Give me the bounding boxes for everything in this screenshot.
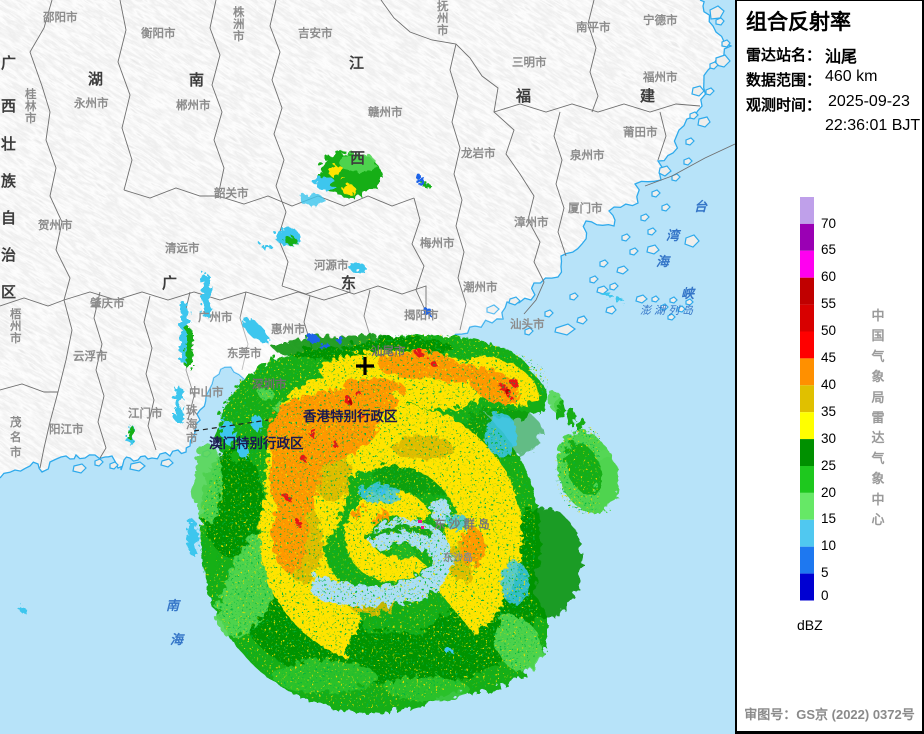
svg-text:漳州市: 漳州市	[514, 215, 549, 229]
svg-text:市: 市	[437, 23, 449, 37]
svg-text:市: 市	[25, 111, 37, 125]
svg-text:抚: 抚	[437, 0, 449, 13]
svg-text:江门市: 江门市	[128, 406, 163, 420]
svg-text:林: 林	[25, 99, 37, 113]
svg-text:惠州市: 惠州市	[271, 322, 306, 336]
svg-text:郴州市: 郴州市	[176, 98, 211, 112]
svg-text:海: 海	[186, 417, 198, 431]
svg-text:族: 族	[1, 172, 17, 190]
svg-text:东莞市: 东莞市	[227, 346, 262, 360]
svg-text:市: 市	[10, 445, 22, 459]
svg-text:江: 江	[349, 54, 364, 72]
svg-text:自: 自	[1, 209, 16, 227]
svg-text:名: 名	[10, 430, 22, 444]
svg-text:福州市: 福州市	[642, 70, 678, 84]
svg-text:海: 海	[170, 632, 185, 647]
svg-text:梧: 梧	[10, 307, 22, 321]
svg-text:东 沙 群 岛: 东 沙 群 岛	[434, 517, 490, 531]
svg-text:云浮市: 云浮市	[73, 349, 108, 363]
svg-text:治: 治	[1, 246, 16, 264]
svg-text:广: 广	[1, 54, 16, 72]
svg-text:市: 市	[10, 331, 22, 345]
svg-text:区: 区	[1, 284, 16, 301]
svg-text:阳江市: 阳江市	[49, 422, 84, 436]
svg-text:韶关市: 韶关市	[214, 186, 249, 200]
svg-text:峡: 峡	[681, 286, 696, 301]
svg-text:广州市: 广州市	[198, 310, 233, 324]
svg-text:龙岩市: 龙岩市	[460, 146, 496, 160]
svg-text:中山市: 中山市	[189, 385, 224, 399]
svg-text:澎 湖 列 岛: 澎 湖 列 岛	[640, 304, 694, 317]
svg-text:湖: 湖	[88, 71, 103, 88]
svg-text:贺州市: 贺州市	[37, 218, 73, 232]
svg-text:肇庆市: 肇庆市	[89, 296, 125, 310]
svg-text:湾: 湾	[666, 228, 682, 243]
svg-text:南: 南	[189, 71, 204, 89]
svg-text:吉安市: 吉安市	[298, 26, 333, 40]
svg-text:广: 广	[162, 274, 177, 292]
svg-text:三明市: 三明市	[512, 55, 547, 69]
svg-text:桂: 桂	[24, 87, 37, 101]
svg-text:西: 西	[1, 98, 16, 115]
svg-text:州: 州	[436, 12, 449, 25]
svg-text:赣州市: 赣州市	[368, 105, 403, 119]
svg-text:厦门市: 厦门市	[568, 201, 603, 215]
svg-text:宁德市: 宁德市	[643, 13, 678, 27]
svg-text:市: 市	[186, 431, 198, 445]
svg-text:永州市: 永州市	[73, 96, 109, 110]
svg-text:建: 建	[640, 87, 656, 105]
svg-text:梅州市: 梅州市	[420, 236, 455, 250]
svg-text:汕尾市: 汕尾市	[371, 344, 406, 358]
svg-text:珠: 珠	[186, 403, 198, 417]
svg-text:泉州市: 泉州市	[569, 148, 605, 162]
svg-text:海: 海	[656, 254, 671, 269]
svg-text:州: 州	[9, 320, 22, 333]
svg-text:澳门特别行政区: 澳门特别行政区	[209, 435, 304, 451]
svg-text:南: 南	[166, 598, 181, 613]
svg-text:揭阳市: 揭阳市	[404, 308, 439, 322]
svg-text:株: 株	[233, 5, 245, 19]
svg-text:清远市: 清远市	[165, 241, 200, 255]
svg-text:衡阳市: 衡阳市	[141, 26, 176, 40]
svg-text:潮州市: 潮州市	[463, 280, 498, 294]
svg-text:洲: 洲	[233, 18, 245, 31]
svg-text:莆田市: 莆田市	[623, 125, 658, 139]
svg-text:汕头市: 汕头市	[510, 317, 545, 331]
svg-text:东沙岛: 东沙岛	[443, 551, 473, 564]
svg-text:邵阳市: 邵阳市	[42, 10, 78, 24]
svg-text:福: 福	[515, 87, 531, 105]
svg-text:西: 西	[350, 150, 365, 167]
svg-text:南平市: 南平市	[576, 20, 611, 34]
svg-text:深圳市: 深圳市	[252, 377, 287, 391]
svg-text:壮: 壮	[1, 135, 16, 153]
svg-text:香港特别行政区: 香港特别行政区	[302, 408, 398, 424]
svg-text:市: 市	[233, 29, 245, 43]
svg-text:茂: 茂	[10, 415, 22, 429]
svg-text:河源市: 河源市	[314, 258, 349, 272]
svg-text:东: 东	[341, 274, 356, 292]
svg-text:台: 台	[694, 199, 708, 214]
